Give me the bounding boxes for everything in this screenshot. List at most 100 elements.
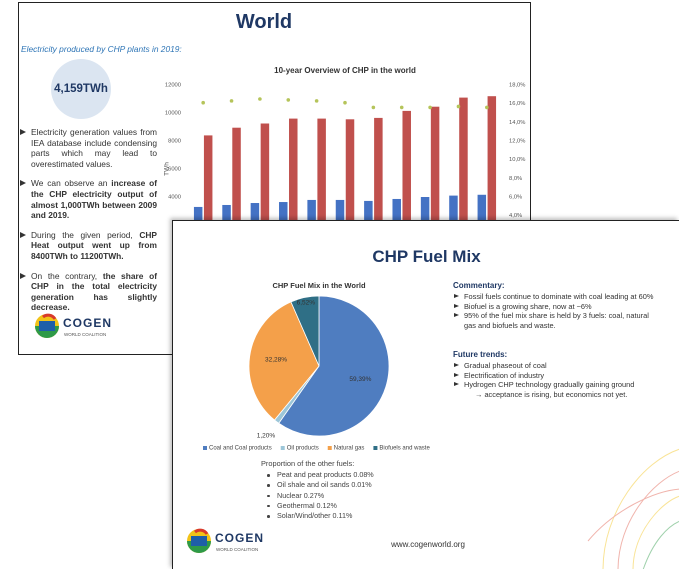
bar xyxy=(374,117,383,254)
pie-slice xyxy=(278,295,390,437)
y2-tick-label: 18,0% xyxy=(509,83,525,89)
slide-fuel-mix: CHP Fuel Mix in the World 59,39% 1,20% 32,2… xyxy=(172,220,679,569)
bar xyxy=(345,119,355,253)
point xyxy=(258,97,262,101)
bullet: Hydrogen CHP technology gradually gainin… xyxy=(453,380,668,390)
bar xyxy=(430,106,440,253)
decoration xyxy=(587,448,679,569)
y-tick-label: 8000 xyxy=(168,139,181,145)
logo-icon xyxy=(191,536,207,546)
bullet-bold: CHP Heat output went up from 8400TWh to … xyxy=(31,229,157,261)
pie-slice xyxy=(290,295,320,367)
bullet: Geothermal 0.12% xyxy=(265,501,425,511)
y-tick-label: 10000 xyxy=(165,111,181,117)
y-tick-label: 4000 xyxy=(168,195,181,201)
bullet-bold: increase of the CHP electricity output o… xyxy=(31,178,157,221)
point xyxy=(343,100,347,105)
bar xyxy=(232,127,241,253)
y-tick-label: 12000 xyxy=(165,83,181,89)
trends-list: Gradual phaseout of coal Electrification … xyxy=(453,361,668,390)
bar xyxy=(203,135,213,253)
chart-title: 10-year Overview of CHP in the world xyxy=(274,66,416,75)
section-heading: Future trends: xyxy=(453,350,508,359)
data-label: 32,28% xyxy=(265,357,287,364)
point xyxy=(371,105,376,110)
section-heading: Proportion of the other fuels: xyxy=(261,459,355,468)
bar xyxy=(289,118,298,253)
legend-swatch xyxy=(280,446,285,450)
logo: COGEN WORLD COALITION xyxy=(35,313,112,338)
logo-icon xyxy=(194,528,209,535)
y-axis-label: TWh xyxy=(164,162,171,176)
point xyxy=(201,100,205,105)
point xyxy=(229,99,234,103)
point xyxy=(314,99,319,103)
bullet: We can observe an increase of the CHP el… xyxy=(19,178,157,220)
y2-tick-label: 14,0% xyxy=(509,120,525,126)
pie-slice xyxy=(248,301,320,421)
bullet: Nuclear 0.27% xyxy=(265,491,425,501)
logo-name: COGEN xyxy=(215,531,264,545)
y2-tick-label: 10,0% xyxy=(509,157,525,163)
logo-tagline: WORLD COALITION xyxy=(216,547,258,552)
trends-note: → acceptance is rising, but economics no… xyxy=(475,390,628,399)
bullet-text: Electricity generation values from IEA d… xyxy=(31,127,157,169)
bar xyxy=(317,118,326,253)
bullet: 95% of the fuel mix share is held by 3 f… xyxy=(453,311,658,330)
data-label: 59,39% xyxy=(349,376,371,383)
bullet-list: Electricity generation values from IEA d… xyxy=(19,127,157,322)
kpi: 4,159TWh xyxy=(51,59,111,119)
bullet-bold: the share of CHP in the total electricit… xyxy=(31,270,157,313)
commentary-list: Fossil fuels continue to dominate with c… xyxy=(453,292,658,330)
logo-name: COGEN xyxy=(63,316,112,330)
logo-tagline: WORLD COALITION xyxy=(64,332,106,337)
url: www.cogenworld.org xyxy=(391,540,465,549)
legend-swatch xyxy=(373,446,378,450)
bullet-text: We can observe an xyxy=(31,178,112,189)
bar xyxy=(487,96,497,253)
bullet: Biofuel is a growing share, now at ~6% xyxy=(453,302,658,312)
bullet: Electricity generation values from IEA d… xyxy=(19,127,157,169)
bar xyxy=(402,110,411,254)
point xyxy=(456,104,461,109)
point xyxy=(428,105,432,110)
y2-tick-label: 8,0% xyxy=(509,176,522,182)
y2-tick-label: 6,0% xyxy=(509,195,522,201)
bullet: During the given period, CHP Heat output… xyxy=(19,230,157,262)
bullet: Solar/Wind/other 0.11% xyxy=(265,511,425,521)
y-tick-label: 6000 xyxy=(168,167,181,173)
bullet: Peat and peat products 0.08% xyxy=(265,470,425,480)
y2-tick-label: 16,0% xyxy=(509,101,525,107)
legend-label: Coal and Coal products xyxy=(209,446,272,452)
legend-label: Natural gas xyxy=(334,446,365,452)
data-label: 6,52% xyxy=(297,300,316,307)
bullet-text: During the given period, xyxy=(31,229,140,240)
y2-tick-label: 12,0% xyxy=(509,139,525,145)
bar xyxy=(260,123,270,253)
logo-icon xyxy=(39,321,55,331)
bullet: Fossil fuels continue to dominate with c… xyxy=(453,292,658,302)
bullet: Electrification of industry xyxy=(453,371,668,381)
bullet: Oil shale and oil sands 0.01% xyxy=(265,480,425,490)
y2-tick-label: 4,0% xyxy=(509,213,522,219)
bullet-text: On the contrary, xyxy=(31,270,103,281)
slide-title: CHP Fuel Mix xyxy=(372,247,481,266)
point xyxy=(399,105,404,110)
bullet: On the contrary, the share of CHP in the… xyxy=(19,271,157,313)
legend-swatch xyxy=(327,446,332,450)
logo-icon xyxy=(42,313,57,320)
other-fuels-list: Peat and peat products 0.08% Oil shale an… xyxy=(265,470,425,521)
point xyxy=(286,98,291,102)
data-label: 1,20% xyxy=(257,432,276,439)
legend-swatch xyxy=(203,446,207,450)
bullet: Gradual phaseout of coal xyxy=(453,361,668,371)
legend-label: Biofuels and waste xyxy=(379,446,430,452)
legend-label: Oil products xyxy=(287,446,319,452)
chart-title: CHP Fuel Mix in the World xyxy=(272,281,365,290)
section-heading: Commentary: xyxy=(453,281,505,290)
point xyxy=(485,105,489,110)
subtitle: Electricity produced by CHP plants in 20… xyxy=(21,44,182,54)
chart-fuel-mix: CHP Fuel Mix in the World 59,39% 1,20% 32,2… xyxy=(203,281,679,569)
logo: COGEN WORLD COALITION xyxy=(187,528,264,553)
